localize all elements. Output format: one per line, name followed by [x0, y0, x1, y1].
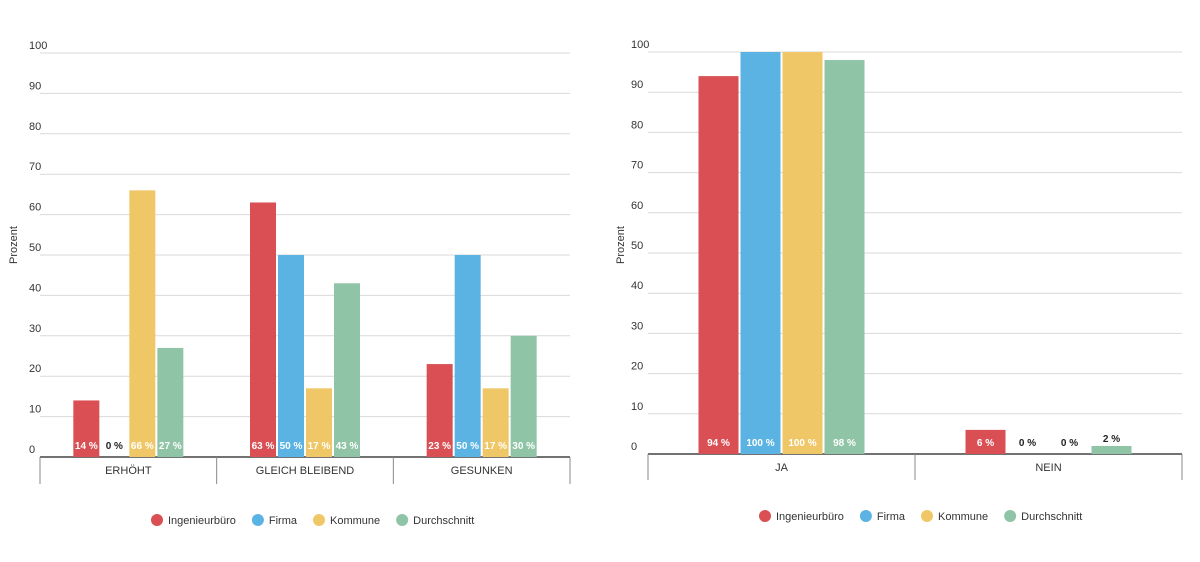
x-tick-label: ERHÖHT: [105, 465, 152, 477]
data-label: 50 %: [280, 441, 303, 452]
legend-label: Durchschnitt: [413, 515, 474, 527]
bar: [698, 76, 739, 455]
legend-marker: [313, 514, 325, 526]
data-label: 14 %: [75, 441, 98, 452]
data-label: 0 %: [1019, 438, 1036, 449]
bar: [129, 190, 156, 458]
data-label: 98 %: [833, 438, 856, 449]
y-tick-label: 40: [631, 280, 643, 292]
data-label: 100 %: [788, 438, 816, 449]
bar: [426, 364, 453, 457]
y-tick-label: 100: [29, 40, 47, 52]
y-tick-label: 30: [29, 323, 41, 335]
bar: [740, 52, 781, 454]
x-tick-label: GESUNKEN: [451, 465, 513, 477]
data-label: 0 %: [106, 441, 123, 452]
y-tick-label: 0: [631, 441, 637, 453]
bar: [73, 400, 100, 457]
y-tick-label: 10: [631, 401, 643, 413]
legend-marker: [396, 514, 409, 526]
data-label: 94 %: [707, 438, 730, 449]
x-tick-label: NEIN: [1035, 462, 1061, 474]
data-label: 2 %: [1103, 434, 1120, 445]
data-label: 17 %: [484, 441, 507, 452]
y-tick-label: 40: [29, 282, 41, 294]
bar: [965, 429, 1006, 454]
legend-marker: [859, 510, 872, 522]
bar: [1091, 445, 1132, 454]
legend-label: Ingenieurbüro: [168, 515, 236, 527]
data-label: 27 %: [159, 441, 182, 452]
x-tick-label: GLEICH BLEIBEND: [256, 465, 354, 477]
y-tick-label: 0: [29, 444, 35, 456]
y-axis-label: Prozent: [615, 226, 627, 264]
legend-marker: [1004, 510, 1017, 522]
legend-marker: [759, 510, 771, 522]
bar: [482, 388, 509, 457]
bar: [782, 52, 823, 454]
legend-label: Ingenieurbüro: [776, 511, 844, 523]
y-tick-label: 90: [29, 80, 41, 92]
legend-label: Kommune: [330, 515, 380, 527]
y-tick-label: 100: [631, 39, 649, 51]
y-tick-label: 50: [631, 240, 643, 252]
y-tick-label: 20: [29, 363, 41, 375]
data-label: 23 %: [428, 441, 451, 452]
data-label: 100 %: [746, 438, 774, 449]
data-label: 17 %: [308, 441, 331, 452]
y-tick-label: 10: [29, 404, 41, 416]
y-tick-label: 30: [631, 320, 643, 332]
data-label: 43 %: [336, 441, 359, 452]
legend-label: Firma: [877, 511, 906, 523]
y-axis-label: Prozent: [8, 226, 20, 264]
data-label: 50 %: [456, 441, 479, 452]
y-tick-label: 20: [631, 361, 643, 373]
chart-left: 0 10 20 30 40 50 60 70 80 90 100 Prozent ERHÖHT 14 % 0…: [8, 40, 571, 527]
data-label: 63 %: [252, 441, 275, 452]
x-tick-label: JA: [775, 462, 789, 474]
legend-marker: [151, 514, 163, 526]
bar: [824, 60, 865, 454]
y-tick-label: 60: [631, 200, 643, 212]
y-tick-label: 70: [29, 161, 41, 173]
data-label: 66 %: [131, 441, 154, 452]
bar: [334, 283, 360, 457]
legend-marker: [251, 514, 264, 526]
y-tick-label: 80: [29, 121, 41, 133]
bar: [278, 255, 304, 457]
y-tick-label: 80: [631, 119, 643, 131]
legend-label: Firma: [269, 515, 298, 527]
chart-right: 0 10 20 30 40 50 60 70 80 90 100 Prozent JA 94 % 100 %…: [615, 39, 1183, 523]
y-tick-label: 70: [631, 160, 643, 172]
y-tick-label: 90: [631, 79, 643, 91]
data-label: 30 %: [512, 441, 535, 452]
bar: [510, 335, 537, 457]
bar: [157, 347, 184, 457]
data-label: 0 %: [1061, 438, 1078, 449]
legend-label: Kommune: [938, 511, 988, 523]
bar: [454, 255, 481, 457]
legend-label: Durchschnitt: [1021, 511, 1082, 523]
y-tick-label: 60: [29, 202, 41, 214]
bar: [306, 388, 332, 457]
data-label: 6 %: [977, 438, 994, 449]
legend-marker: [921, 510, 933, 522]
y-tick-label: 50: [29, 242, 41, 254]
bar: [250, 202, 276, 457]
